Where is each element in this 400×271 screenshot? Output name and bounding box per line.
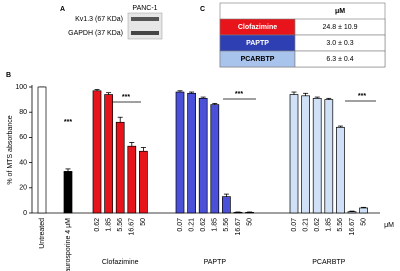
bar [233,212,243,214]
x-tick-label: 50 [246,218,253,226]
bar [245,212,254,214]
bar [175,91,185,214]
table-cell [294,50,386,68]
bar [347,211,357,214]
y-tick-label: 20 [19,185,27,192]
bar [187,92,196,214]
y-axis-label: % of MTS absorbance [7,115,14,184]
y-tick-label: 40 [19,159,27,166]
panel-letter: C [200,6,205,13]
x-unit: μM [384,222,394,229]
row-label: PAPTP [246,40,269,47]
row-label: PCARBTP [241,56,275,63]
x-tick-label: 0.62 [314,218,321,232]
significance: *** [235,91,243,98]
row-value: 24.8 ± 10.9 [323,24,358,31]
x-tick-label: 50 [140,218,147,226]
y-tick-label: 100 [15,84,27,91]
x-tick-label: 5.56 [117,218,124,232]
table-header: μM [335,8,345,15]
x-tick-label: 0.07 [177,218,184,232]
y-tick-label: 80 [19,109,27,116]
bar [210,104,220,214]
x-tick-label: 0.07 [291,218,298,232]
bar [359,207,368,214]
bar [198,97,208,214]
bar [104,94,113,214]
bar [37,86,47,214]
bar [301,95,310,214]
band [131,17,159,21]
bar [139,150,148,214]
x-tick-label: 0.62 [200,218,207,232]
x-tick-label: 1.85 [105,218,112,232]
x-tick-label: 1.85 [212,218,219,232]
blot [127,12,163,40]
bar [336,126,345,214]
bar [222,196,231,214]
bar [115,121,125,214]
x-tick-label: 16.67 [129,218,136,236]
band [131,31,159,35]
bar [127,145,137,214]
significance: *** [358,93,366,100]
x-tick-label: 0.21 [302,218,309,232]
panel-letter: A [60,6,65,13]
group-label: PAPTP [204,259,227,266]
x-tick-label: 0.21 [188,218,195,232]
bar [289,94,299,214]
x-tick-label: 50 [360,218,367,226]
row-value: 6.3 ± 0.4 [326,56,353,63]
y-tick-label: 0 [23,210,27,217]
cell-line: PANC-1 [132,5,157,12]
band-label: GAPDH (37 KDa) [68,30,123,37]
x-tick-label: 5.56 [223,218,230,232]
group-label: Clofazimine [102,259,139,266]
x-tick-label: 0.62 [94,218,101,232]
bar [63,171,73,214]
row-label: Clofazimine [238,24,277,31]
x-tick-label: 5.56 [337,218,344,232]
x-tick-label: Staurosporine 4 μM [65,218,72,271]
x-tick-label: Untreated [39,218,46,249]
significance: *** [64,119,72,126]
bar [312,97,322,214]
bar [92,90,102,214]
significance: *** [122,94,130,101]
y-tick-label: 60 [19,134,27,141]
band-label: Kv1.3 (67 KDa) [75,16,123,23]
x-tick-label: 1.85 [326,218,333,232]
row-value: 3.0 ± 0.3 [326,40,353,47]
x-tick-label: 16.67 [235,218,242,236]
panel-letter: B [6,72,11,79]
x-tick-label: 16.67 [349,218,356,236]
group-label: PCARBTP [312,259,345,266]
bar [324,99,334,214]
